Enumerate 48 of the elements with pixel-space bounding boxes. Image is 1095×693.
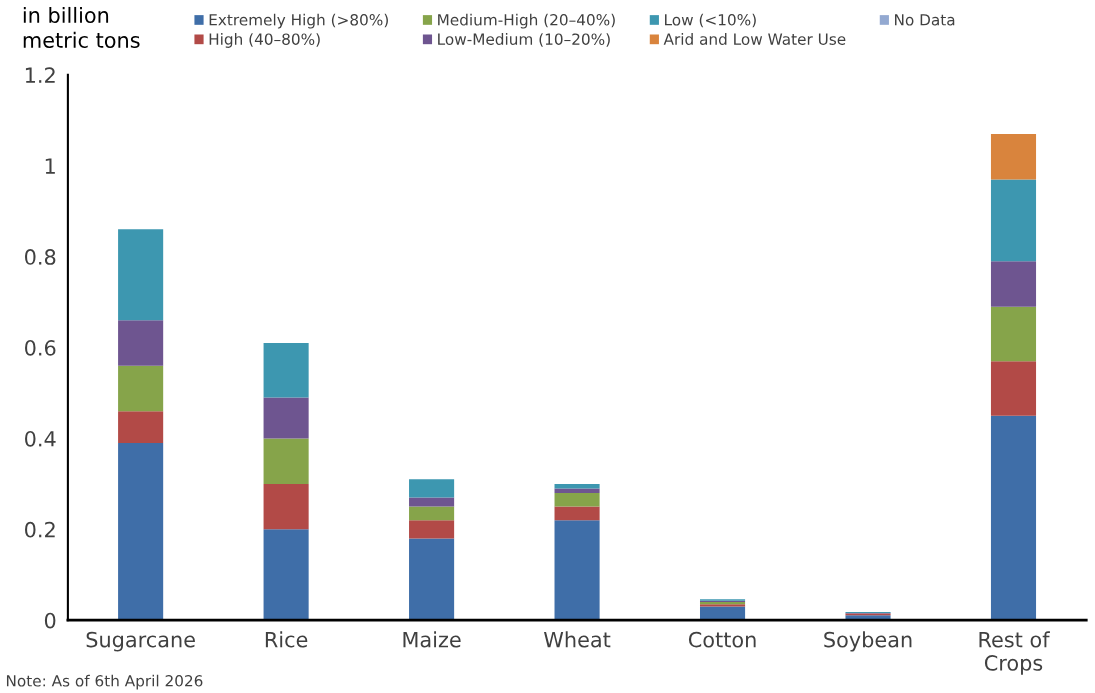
legend-label: Arid and Low Water Use (663, 33, 846, 45)
bar (990, 306, 1037, 362)
y-tick-label: 0.4 (25, 430, 56, 447)
legend-label: Low (<10%) (665, 13, 756, 28)
bar (263, 483, 309, 530)
y-tick-label: 1 (45, 158, 55, 174)
bar (554, 492, 600, 507)
bar (554, 520, 600, 621)
bar (554, 506, 600, 521)
bar (409, 479, 455, 498)
text: Note: As of 6th April 2026 (6, 674, 203, 690)
y-tick-label: 0.8 (25, 249, 56, 265)
y-axis-title: in billion metric tons (23, 6, 140, 48)
legend-label: Medium-High (20–40%) (438, 13, 615, 29)
bar (409, 497, 455, 507)
bar (118, 229, 164, 321)
x-tick-label: Rest of Crops (979, 631, 1050, 675)
legend-label: Extremely High (>80%) (209, 13, 388, 29)
bar (118, 320, 164, 366)
legend-label: No Data (895, 14, 955, 26)
y-tick-label: 1.2 (25, 67, 55, 83)
bar (990, 361, 1037, 416)
legend-label: High (40–80%) (209, 33, 320, 48)
y-tick-label: 0.2 (25, 521, 55, 538)
bar (554, 488, 600, 493)
bar (263, 342, 309, 398)
x-tick-label: Cotton (688, 631, 756, 648)
legend-label: Low-Medium (10–20%) (438, 33, 610, 47)
y-tick-label: 0.6 (25, 339, 56, 356)
x-tick-label: Wheat (543, 631, 611, 648)
bar (118, 411, 164, 443)
y-tick-label: 0 (44, 612, 56, 629)
bar (409, 538, 455, 621)
bar (263, 438, 309, 484)
bar (263, 529, 309, 621)
bar (118, 365, 164, 412)
bar (409, 520, 455, 539)
x-tick-label: Soybean (824, 631, 912, 652)
x-tick-label: Maize (403, 631, 461, 648)
bar (990, 179, 1037, 262)
bar (990, 261, 1037, 307)
x-tick-label: Rice (265, 631, 308, 648)
x-tick-label: Sugarcane (86, 631, 195, 652)
bar (263, 397, 309, 439)
bar (990, 133, 1037, 180)
bar (409, 506, 455, 521)
bar (990, 415, 1037, 621)
bar (118, 442, 164, 621)
